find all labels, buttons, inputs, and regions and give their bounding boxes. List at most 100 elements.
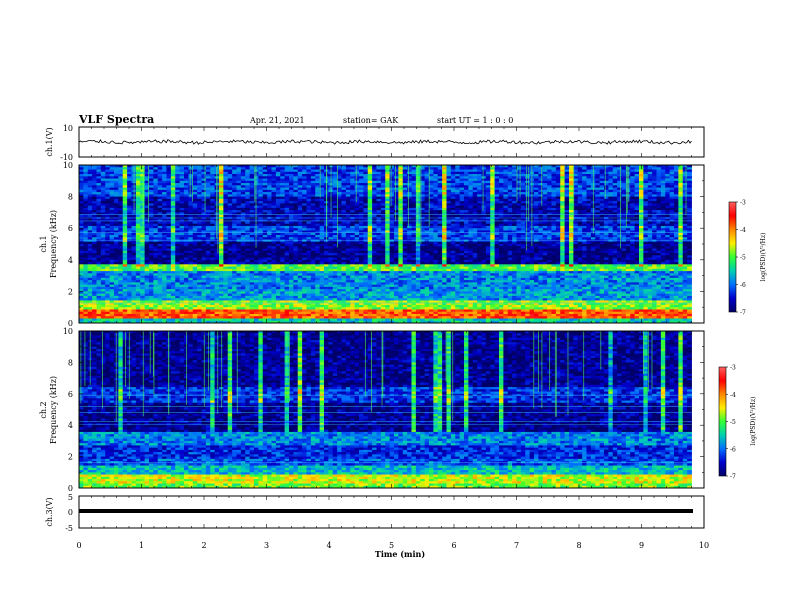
spectrogram-cell bbox=[100, 248, 106, 252]
spectrogram-cell bbox=[188, 262, 194, 265]
spectrogram-cell bbox=[170, 302, 176, 306]
spectrogram-cell bbox=[214, 273, 220, 276]
spectrogram-cell bbox=[175, 282, 181, 286]
spectrogram-cell bbox=[144, 239, 150, 243]
spectrogram-cell bbox=[135, 194, 141, 197]
spectrogram-cell bbox=[210, 212, 216, 216]
spectrogram-cell bbox=[179, 189, 185, 193]
spectrogram-cell bbox=[83, 280, 89, 283]
spectrogram-cell bbox=[131, 232, 137, 236]
spectrogram-cell bbox=[127, 293, 132, 297]
spectrogram-cell bbox=[87, 289, 93, 292]
spectrogram-cell bbox=[122, 250, 128, 254]
spectrogram-cell bbox=[131, 228, 137, 231]
spectrogram-cell bbox=[96, 198, 102, 202]
spectrogram-cell bbox=[153, 244, 159, 247]
spectrogram-cell bbox=[105, 198, 111, 202]
spectrogram-cell bbox=[170, 180, 176, 184]
spectrogram-cell bbox=[144, 214, 150, 218]
spectrogram-cell bbox=[170, 239, 176, 243]
spectrogram-cell bbox=[153, 311, 159, 315]
spectrogram-cell bbox=[192, 246, 198, 249]
spectrogram-cell bbox=[127, 171, 132, 175]
spectrogram-cell bbox=[131, 275, 137, 279]
spectrogram-cell bbox=[197, 237, 202, 240]
spectrogram-cell bbox=[127, 289, 132, 292]
spectrogram-cell bbox=[179, 212, 185, 216]
spectrogram-cell bbox=[135, 311, 141, 315]
spectrogram-cell bbox=[127, 246, 132, 249]
spectrogram-cell bbox=[210, 304, 216, 308]
spectrogram-cell bbox=[100, 316, 106, 319]
spectrogram-cell bbox=[109, 241, 115, 245]
spectrogram-cell bbox=[166, 307, 172, 310]
spectrogram-cell bbox=[201, 205, 207, 209]
spectrogram-cell bbox=[210, 201, 216, 204]
spectrogram-cell bbox=[201, 309, 207, 313]
spectrogram-cell bbox=[175, 167, 181, 170]
spectrogram-cell bbox=[135, 302, 141, 306]
spectrogram-cell bbox=[162, 253, 167, 256]
spectrogram-cell bbox=[153, 234, 159, 238]
spectrogram-cell bbox=[162, 293, 167, 297]
spectrogram-cell bbox=[100, 286, 106, 290]
spectrogram-cell bbox=[166, 291, 172, 295]
spectrogram-cell bbox=[170, 295, 176, 299]
spectrogram-cell bbox=[166, 264, 172, 267]
spectrogram-cell bbox=[157, 280, 163, 283]
spectrogram-cell bbox=[135, 293, 141, 297]
spectrogram-cell bbox=[100, 311, 106, 315]
spectrogram-cell bbox=[83, 298, 89, 301]
spectrogram-cell bbox=[83, 284, 89, 288]
spectrogram-cell bbox=[100, 196, 106, 200]
spectrogram-cell bbox=[205, 271, 211, 274]
spectrogram-cell bbox=[83, 210, 89, 213]
spectrogram-cell bbox=[170, 250, 176, 254]
spectrogram-cell bbox=[179, 311, 185, 315]
spectrogram-cell bbox=[79, 295, 84, 299]
spectrogram-cell bbox=[127, 223, 132, 227]
spectrogram-cell bbox=[153, 203, 159, 207]
spectrogram-cell bbox=[83, 198, 89, 202]
spectrogram-cell bbox=[96, 223, 102, 227]
spectrogram-cell bbox=[83, 205, 89, 209]
spectrogram-cell bbox=[114, 255, 119, 258]
spectrogram-cell bbox=[92, 311, 97, 315]
spectrogram-cell bbox=[184, 302, 189, 306]
spectrogram-cell bbox=[118, 223, 124, 227]
spectrogram-cell bbox=[92, 309, 97, 313]
ch1-waveform-panel: 10 -10 ch.1(V) bbox=[45, 124, 705, 162]
spectrogram-cell bbox=[184, 221, 189, 225]
spectrogram-cell bbox=[219, 165, 224, 168]
spectrogram-cell bbox=[109, 289, 115, 292]
spectrogram-cell bbox=[114, 212, 119, 216]
spectrogram-cell bbox=[83, 318, 89, 322]
spectrogram-cell bbox=[219, 223, 224, 227]
spectrogram-cell bbox=[140, 311, 146, 315]
spectrogram-cell bbox=[100, 221, 106, 225]
spectrogram-cell bbox=[114, 282, 119, 286]
spectrogram-cell bbox=[149, 210, 154, 213]
spectrogram-cell bbox=[201, 273, 207, 276]
spectrogram-cell bbox=[114, 169, 119, 173]
spectrogram-cell bbox=[201, 289, 207, 292]
spectrogram-cell bbox=[79, 318, 84, 322]
ch1-waveform-line bbox=[78, 138, 692, 145]
spectrogram-cell bbox=[149, 259, 154, 263]
spectrogram-cell bbox=[144, 196, 150, 200]
spectrogram-cell bbox=[122, 223, 128, 227]
spectrogram-cell bbox=[144, 246, 150, 249]
spectrogram-cell bbox=[166, 205, 172, 209]
spectrogram-cell bbox=[214, 176, 220, 179]
spectrogram-cell bbox=[122, 318, 128, 322]
spectrogram-cell bbox=[118, 237, 124, 240]
spectrogram-cell bbox=[166, 280, 172, 283]
spectrogram-cell bbox=[205, 192, 211, 195]
spectrogram-cell bbox=[100, 234, 106, 238]
spectrogram-cell bbox=[79, 178, 84, 182]
spectrogram-cell bbox=[118, 264, 124, 267]
spectrogram-cell bbox=[175, 198, 181, 202]
spectrogram-cell bbox=[122, 273, 128, 276]
spectrogram-cell bbox=[214, 203, 220, 207]
spectrogram-cell bbox=[175, 223, 181, 227]
